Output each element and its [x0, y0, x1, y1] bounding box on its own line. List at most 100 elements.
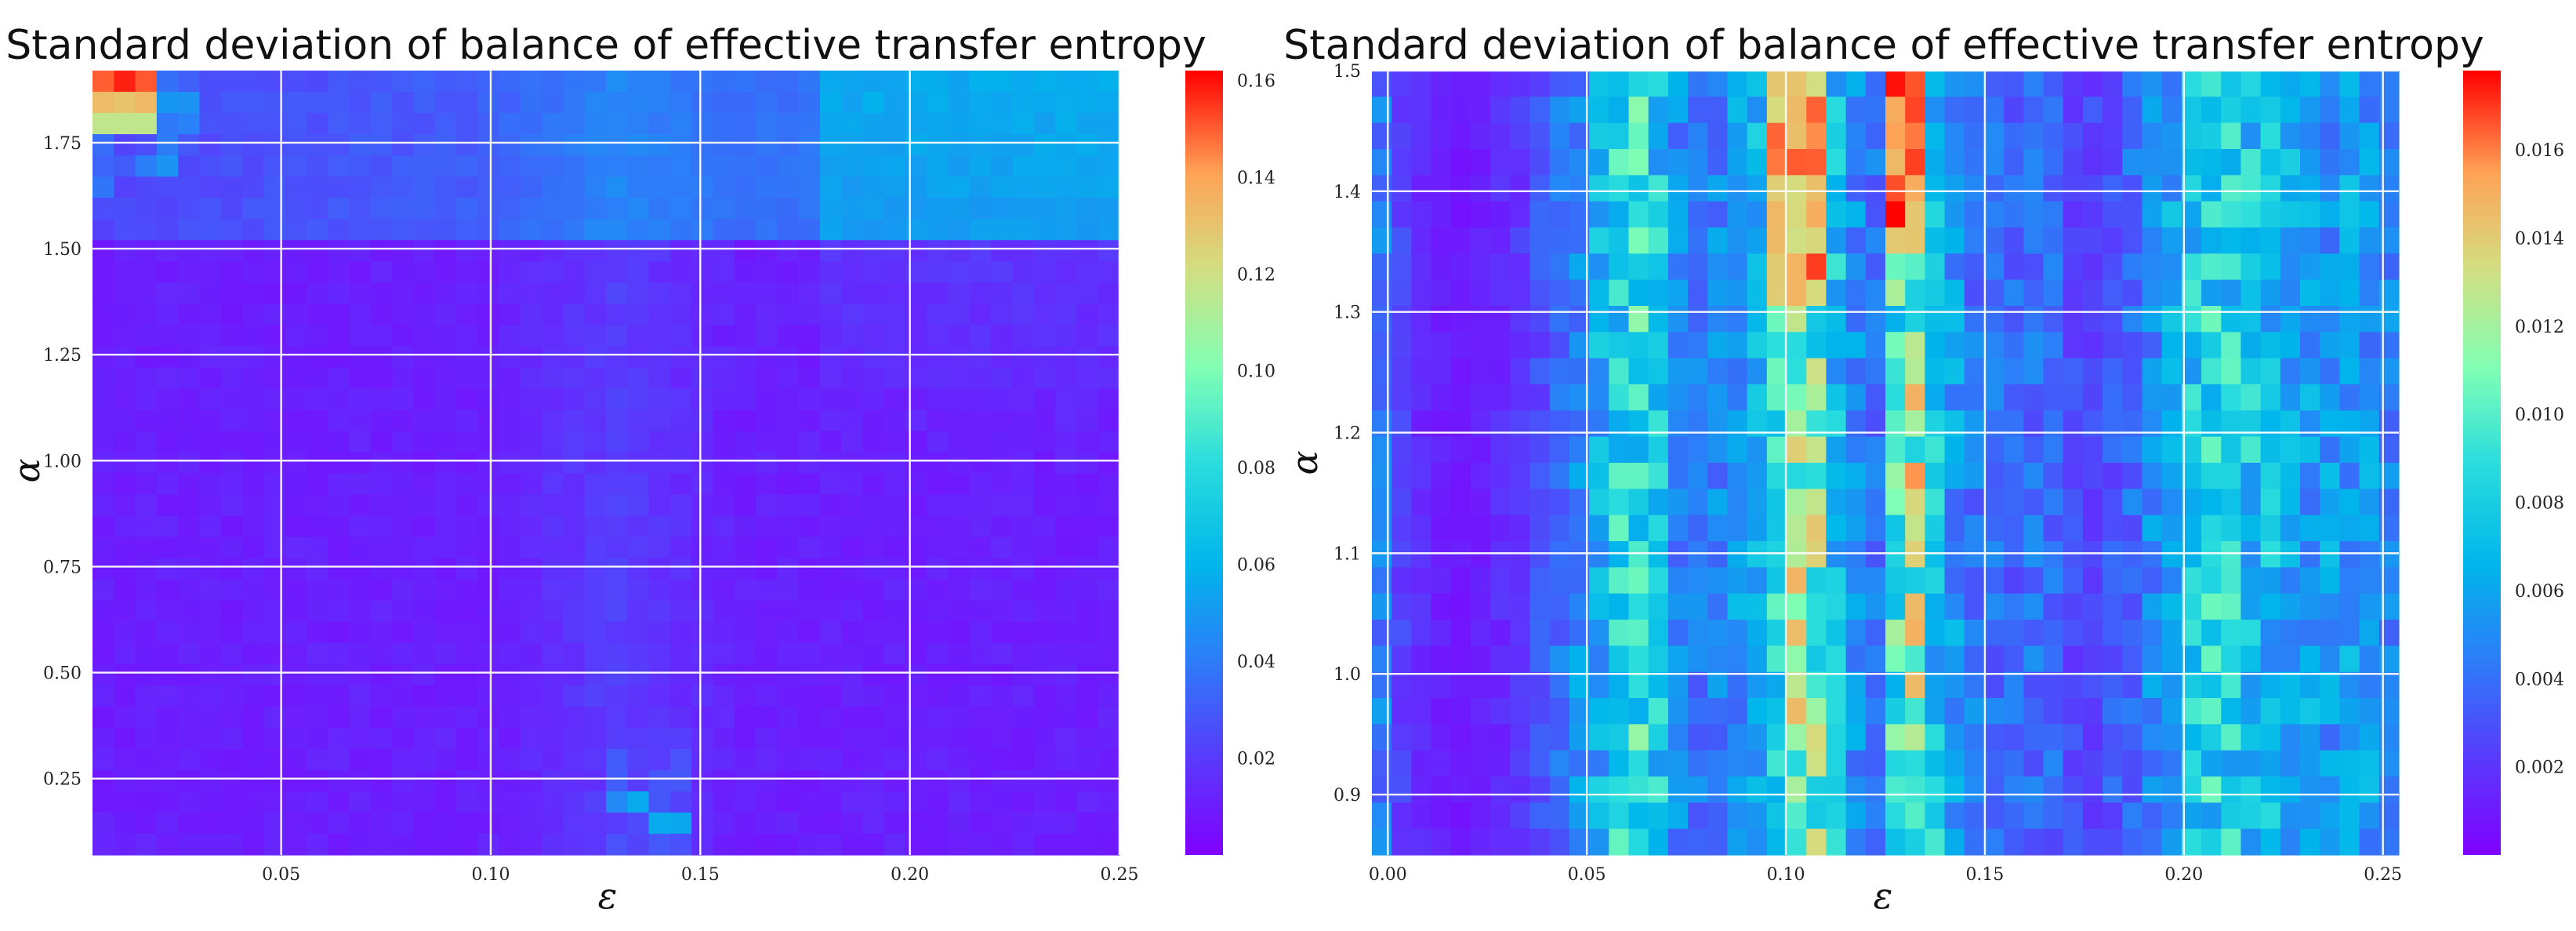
heatmap-cell	[1549, 620, 1570, 646]
heatmap-cell	[1727, 802, 1748, 830]
heatmap-cell	[648, 791, 671, 813]
heatmap-cell	[2023, 724, 2044, 751]
heatmap-cell	[948, 176, 971, 198]
heatmap-cell	[285, 304, 307, 325]
heatmap-cell	[220, 600, 243, 623]
heatmap-cell	[2221, 332, 2242, 359]
heatmap-cell	[1826, 671, 1847, 699]
heatmap-cell	[542, 304, 564, 325]
heatmap-cell	[2161, 175, 2182, 202]
heatmap-cell	[862, 176, 885, 198]
heatmap-cell	[1865, 724, 1886, 751]
heatmap-cell	[969, 727, 992, 750]
heatmap-cell	[2201, 201, 2222, 228]
heatmap-cell	[991, 494, 1014, 517]
heatmap-cell	[905, 748, 927, 771]
heatmap-cell	[2320, 802, 2341, 830]
heatmap-cell	[2161, 306, 2182, 333]
heatmap-cell	[1510, 253, 1531, 281]
heatmap-cell	[93, 812, 114, 835]
heatmap-cell	[1727, 698, 1748, 725]
heatmap-cell	[1411, 71, 1432, 97]
heatmap-cell	[1944, 776, 1965, 803]
heatmap-cell	[862, 304, 885, 325]
heatmap-cell	[756, 409, 778, 432]
heatmap-cell	[2004, 149, 2024, 176]
heatmap-cell	[669, 685, 692, 707]
heatmap-cell	[819, 346, 842, 368]
heatmap-cell	[819, 367, 842, 390]
heatmap-cell	[905, 261, 927, 283]
heatmap-cell	[648, 748, 671, 771]
heatmap-cell	[1628, 750, 1649, 777]
heatmap-cell	[263, 621, 286, 644]
heatmap-cell	[156, 706, 179, 729]
heatmap-cell	[413, 452, 436, 475]
heatmap-cell	[370, 600, 393, 623]
heatmap-cell	[584, 706, 607, 729]
heatmap-cell	[2142, 253, 2163, 281]
heatmap-cell	[520, 176, 542, 198]
heatmap-cell	[2201, 515, 2222, 542]
heatmap-cell	[905, 409, 927, 432]
heatmap-cell	[2103, 698, 2123, 725]
heatmap-cell	[606, 240, 628, 262]
heatmap-cell	[2103, 776, 2123, 803]
heatmap-cell	[199, 304, 222, 325]
heatmap-cell	[2260, 541, 2281, 568]
heatmap-cell	[734, 642, 756, 665]
heatmap-cell	[627, 431, 650, 453]
heatmap-cell	[135, 325, 158, 347]
heatmap-cell	[370, 473, 393, 496]
heatmap-cell	[627, 621, 650, 644]
heatmap-cell	[819, 304, 842, 325]
heatmap-cell	[392, 388, 414, 411]
heatmap-cell	[2339, 593, 2360, 620]
heatmap-cell	[1628, 646, 1649, 673]
heatmap-cell	[1098, 664, 1120, 686]
heatmap-cell	[1667, 646, 1689, 673]
heatmap-cell	[777, 388, 800, 411]
heatmap-cell	[2103, 96, 2123, 124]
heatmap-cell	[1747, 227, 1768, 254]
heatmap-cell	[328, 473, 350, 496]
heatmap-cell	[349, 367, 372, 390]
heatmap-cell	[1787, 253, 1807, 281]
heatmap-cell	[2122, 279, 2143, 307]
heatmap-cell	[1865, 776, 1886, 803]
heatmap-cell	[520, 600, 542, 623]
heatmap-cell	[2082, 175, 2103, 202]
heatmap-cell	[991, 261, 1014, 283]
heatmap-cell	[392, 113, 414, 135]
heatmap-cell	[242, 536, 264, 559]
heatmap-cell	[627, 409, 650, 432]
heatmap-cell	[756, 113, 778, 135]
heatmap-cell	[1055, 198, 1078, 220]
heatmap-cell	[1431, 175, 1452, 202]
heatmap-cell	[285, 748, 307, 771]
heatmap-cell	[477, 155, 500, 177]
heatmap-cell	[156, 92, 179, 114]
heatmap-cell	[2201, 384, 2222, 411]
heatmap-cell	[1372, 122, 1392, 150]
heatmap-cell	[905, 367, 927, 390]
heatmap-cell	[584, 452, 607, 475]
heatmap-cell	[1727, 306, 1748, 333]
heatmap-cell	[1766, 227, 1787, 254]
heatmap-cell	[1688, 489, 1708, 516]
heatmap-cell	[1470, 698, 1491, 725]
heatmap-cell	[606, 176, 628, 198]
heatmap-cell	[542, 642, 564, 665]
heatmap-cell	[1845, 175, 1867, 202]
heatmap-cell	[1865, 201, 1886, 228]
heatmap-cell	[1012, 367, 1035, 390]
heatmap-cell	[606, 621, 628, 644]
heatmap-cell	[1012, 664, 1035, 686]
heatmap-cell	[199, 346, 222, 368]
heatmap-cell	[1098, 325, 1120, 347]
heatmap-cell	[2240, 671, 2262, 699]
heatmap-cell	[2320, 279, 2341, 307]
heatmap-cell	[349, 748, 372, 771]
heatmap-cell	[2201, 122, 2222, 150]
heatmap-cell	[2300, 358, 2320, 385]
